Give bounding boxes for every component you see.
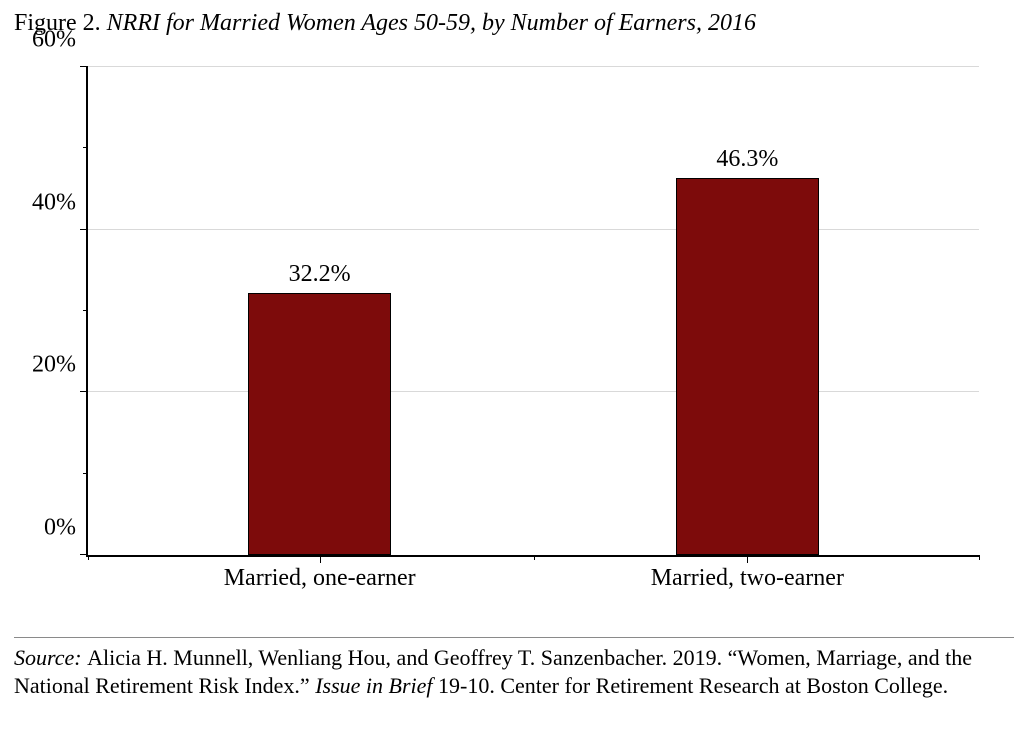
source-label: Source:: [14, 645, 87, 670]
bar-value-label: 32.2%: [289, 261, 351, 294]
y-tick-label: 60%: [32, 27, 88, 54]
y-tick: [80, 66, 88, 67]
source-italic: Issue in Brief: [315, 673, 438, 698]
y-tick: [80, 391, 88, 392]
source-divider: [14, 637, 1014, 638]
y-minor-tick: [83, 473, 88, 474]
figure-title: Figure 2. NRRI for Married Women Ages 50…: [14, 10, 1014, 37]
x-minor-tick: [979, 555, 980, 560]
plot-area: 0%20%40%60%32.2%Married, one-earner46.3%…: [86, 67, 979, 557]
x-tick-label: Married, two-earner: [651, 565, 844, 592]
figure-caption: NRRI for Married Women Ages 50-59, by Nu…: [107, 10, 756, 36]
y-tick: [80, 554, 88, 555]
gridline: [88, 229, 979, 230]
y-tick-label: 0%: [44, 515, 88, 542]
gridline: [88, 66, 979, 67]
source-text-2: 19-10. Center for Retirement Research at…: [438, 673, 948, 698]
x-tick-label: Married, one-earner: [224, 565, 416, 592]
y-tick-label: 20%: [32, 352, 88, 379]
x-tick: [320, 555, 321, 563]
bar-chart: 0%20%40%60%32.2%Married, one-earner46.3%…: [14, 57, 1014, 617]
bar: 46.3%: [676, 178, 819, 555]
y-tick-label: 40%: [32, 189, 88, 216]
y-minor-tick: [83, 147, 88, 148]
gridline: [88, 391, 979, 392]
y-tick: [80, 229, 88, 230]
x-tick: [747, 555, 748, 563]
source-citation: Source: Alicia H. Munnell, Wenliang Hou,…: [14, 644, 1014, 699]
x-minor-tick: [534, 555, 535, 560]
bar-value-label: 46.3%: [716, 146, 778, 179]
y-minor-tick: [83, 310, 88, 311]
x-minor-tick: [88, 555, 89, 560]
bar: 32.2%: [248, 293, 391, 555]
